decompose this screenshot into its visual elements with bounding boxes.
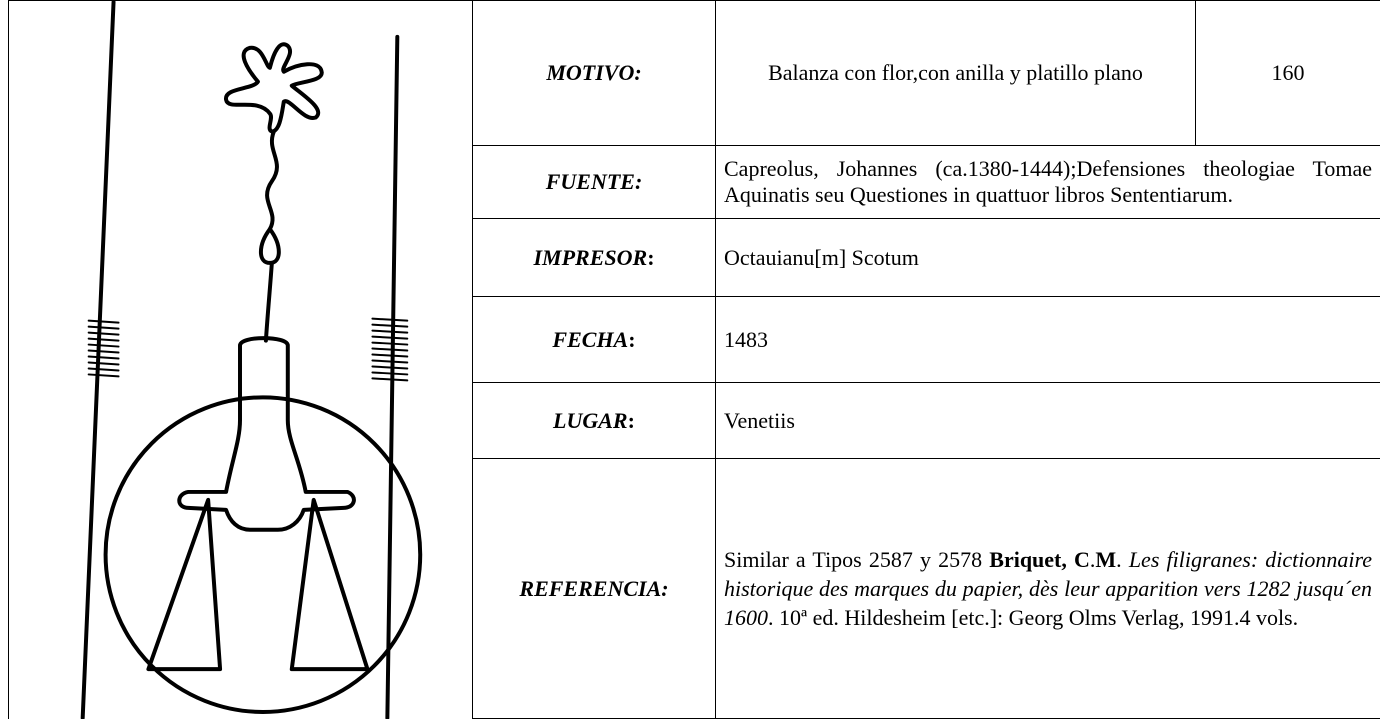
- reference-run: .: [1089, 547, 1096, 572]
- record-number: 160: [1195, 0, 1380, 146]
- record-table: MOTIVO: Balanza con flor,con anilla y pl…: [472, 0, 1380, 719]
- watermark-drawing: [8, 0, 473, 719]
- field-label: REFERENCIA:: [472, 458, 716, 719]
- label-text: MOTIVO:: [546, 60, 642, 85]
- label-colon: :: [647, 244, 655, 270]
- field-value: Venetiis: [715, 382, 1380, 459]
- reference-run: M: [1095, 547, 1117, 572]
- label-text: FUENTE:: [545, 169, 643, 194]
- field-label: FUENTE:: [472, 145, 716, 219]
- field-label: IMPRESOR:: [472, 218, 716, 297]
- reference-run: .: [1116, 547, 1129, 572]
- field-value: Balanza con flor,con anilla y platillo p…: [715, 0, 1196, 146]
- label-text: REFERENCIA:: [519, 575, 669, 601]
- label-colon: :: [628, 326, 636, 352]
- field-value: Capreolus, Johannes (ca.1380-1444);Defen…: [715, 145, 1380, 219]
- field-label: LUGAR:: [472, 382, 716, 459]
- field-value: 1483: [715, 296, 1380, 383]
- label-text: LUGAR: [553, 407, 628, 433]
- reference-run: Briquet, C: [989, 547, 1090, 572]
- field-label: MOTIVO:: [472, 0, 716, 146]
- reference-run: Les filigranes: dictionnaire historique …: [724, 547, 1373, 630]
- field-value: Similar a Tipos 2587 y 2578 Briquet, C.M…: [715, 458, 1380, 719]
- label-colon: :: [627, 407, 635, 433]
- label-text: IMPRESOR: [533, 244, 648, 270]
- reference-run: . 10ª ed. Hildesheim [etc.]: Georg Olms …: [768, 605, 1299, 630]
- field-value: Octauianu[m] Scotum: [715, 218, 1380, 297]
- field-label: FECHA:: [472, 296, 716, 383]
- label-text: FECHA: [552, 326, 629, 352]
- reference-run: Similar a Tipos 2587 y 2578: [724, 547, 990, 572]
